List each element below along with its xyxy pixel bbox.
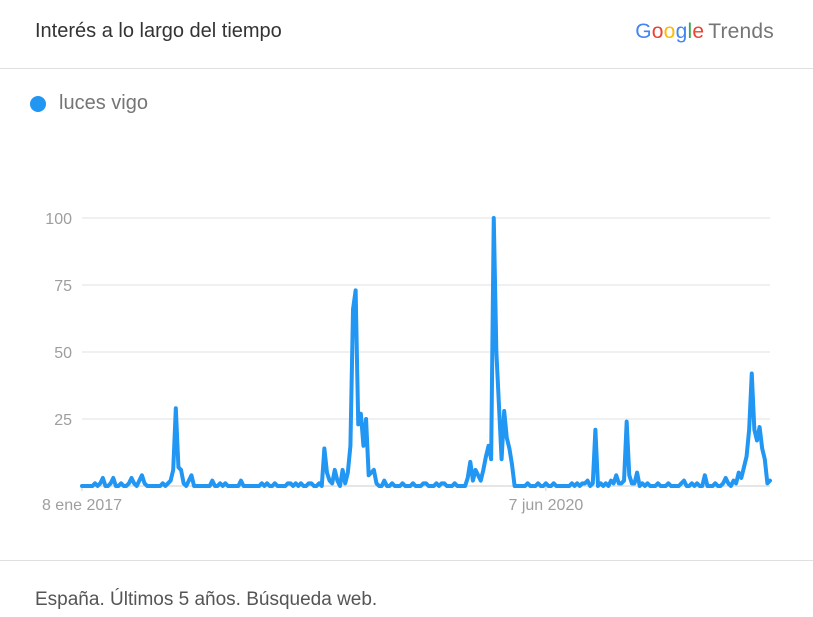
chart-footer: España. Últimos 5 años. Búsqueda web. bbox=[0, 560, 813, 617]
logo-letter: o bbox=[651, 20, 664, 43]
footer-caption: España. Últimos 5 años. Búsqueda web. bbox=[35, 589, 378, 610]
y-tick-label: 100 bbox=[45, 211, 72, 228]
legend-series-label: luces vigo bbox=[59, 92, 148, 114]
logo-letter: g bbox=[675, 20, 688, 43]
x-tick-label: 7 jun 2020 bbox=[509, 497, 584, 514]
chart-title: Interés a lo largo del tiempo bbox=[35, 20, 282, 42]
logo-letter: l bbox=[687, 20, 693, 43]
logo-letter: e bbox=[692, 20, 705, 43]
series-line-luces-vigo bbox=[80, 216, 772, 488]
logo-trends-text: Trends bbox=[708, 20, 774, 43]
line-chart[interactable]: 25 50 75 100 8 ene 2017 7 jun 2020 bbox=[0, 150, 813, 520]
y-tick-label: 50 bbox=[54, 345, 72, 362]
legend-series-dot bbox=[30, 95, 46, 112]
logo-letter: o bbox=[663, 20, 676, 43]
logo-letter: G bbox=[635, 20, 652, 43]
y-tick-label: 75 bbox=[54, 278, 72, 295]
x-tick-label: 8 ene 2017 bbox=[42, 497, 122, 514]
y-tick-label: 25 bbox=[54, 412, 72, 429]
legend[interactable]: luces vigo bbox=[30, 92, 148, 115]
chart-header: Interés a lo largo del tiempo Google Tren… bbox=[0, 0, 813, 69]
google-trends-logo[interactable]: Google Trends bbox=[635, 20, 774, 44]
